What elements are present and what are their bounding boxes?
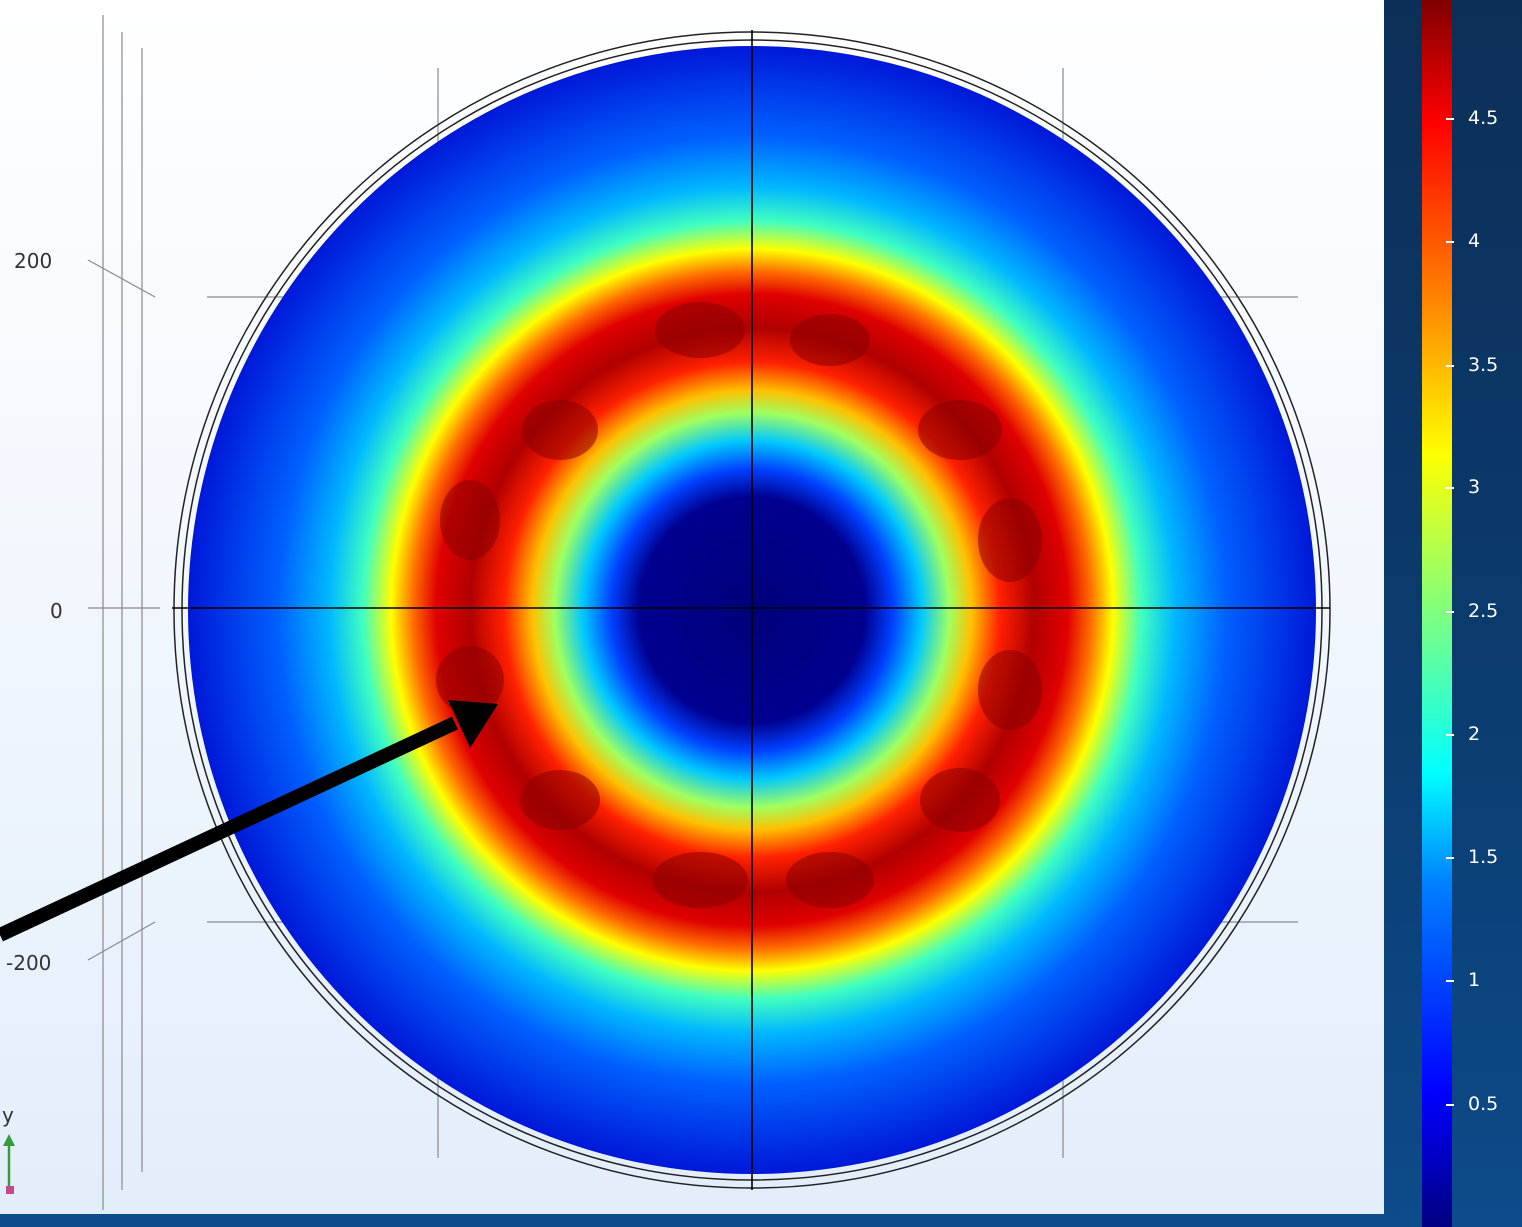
colorbar-label: 4 xyxy=(1468,230,1481,252)
colorbar-tick xyxy=(1446,241,1454,243)
colorbar-label: 2 xyxy=(1468,723,1481,745)
colorbar-tick xyxy=(1446,1104,1454,1106)
y-tick-label-0: 0 xyxy=(50,599,63,623)
colorbar-tick xyxy=(1446,611,1454,613)
y-tick-label-200: 200 xyxy=(14,249,52,273)
y-tick-label-neg200: -200 xyxy=(6,951,51,975)
3d-graphics-viewport[interactable]: 200 0 -200 y xyxy=(0,0,1384,1214)
colorbar-tick xyxy=(1446,487,1454,489)
colorbar-tick xyxy=(1446,365,1454,367)
colorbar-tick xyxy=(1446,734,1454,736)
hotspot-patches xyxy=(436,302,1042,908)
colorbar-label: 2.5 xyxy=(1468,600,1499,622)
colorbar-label: 3 xyxy=(1468,476,1481,498)
colorbar-label: 4.5 xyxy=(1468,107,1499,129)
colorbar-label: 1 xyxy=(1468,969,1481,991)
colorbar-tick xyxy=(1446,118,1454,120)
annotation-arrow xyxy=(0,700,498,942)
coordinate-triad: y xyxy=(2,1103,15,1194)
colorbar xyxy=(1422,0,1452,1227)
colorbar-label: 0.5 xyxy=(1468,1093,1499,1115)
colorbar-label: 3.5 xyxy=(1468,354,1499,376)
colorbar-tick xyxy=(1446,980,1454,982)
triad-y-label: y xyxy=(2,1103,14,1127)
center-axes xyxy=(172,30,1330,1190)
colorbar-label: 1.5 xyxy=(1468,846,1499,868)
surface-plot: 200 0 -200 y xyxy=(0,15,1331,1210)
colorbar-tick xyxy=(1446,857,1454,859)
